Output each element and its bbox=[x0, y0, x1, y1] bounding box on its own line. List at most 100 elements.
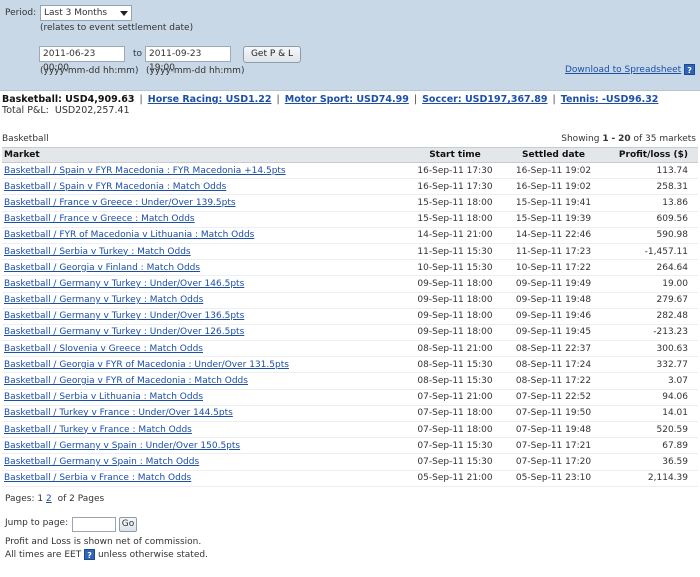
to-date-input[interactable]: 2011-09-23 19:00 bbox=[145, 46, 231, 73]
sport-summary: Basketball: USD4,909.63 | Horse Racing: … bbox=[2, 94, 698, 116]
table-row: Basketball / Germany v Spain : Match Odd… bbox=[2, 453, 698, 471]
market-cell: Basketball / France v Greece : Under/Ove… bbox=[2, 194, 407, 212]
market-cell: Basketball / Germany v Turkey : Match Od… bbox=[2, 292, 407, 309]
sport-totals-line: Basketball: USD4,909.63 | Horse Racing: … bbox=[2, 94, 698, 105]
profit-loss-cell: 3.07 bbox=[604, 372, 698, 390]
horse-racing-link[interactable]: Horse Racing: USD1.22 bbox=[147, 94, 272, 105]
market-cell: Basketball / FYR of Macedonia v Lithuani… bbox=[2, 227, 407, 244]
table-row: Basketball / Georgia v Finland : Match O… bbox=[2, 259, 698, 277]
start-time-cell: 09-Sep-11 18:00 bbox=[407, 324, 503, 342]
table-row: Basketball / FYR of Macedonia v Lithuani… bbox=[2, 227, 698, 244]
pagination: Pages: 1 2 of 2 Pages bbox=[5, 494, 104, 504]
start-time-cell: 07-Sep-11 15:30 bbox=[407, 453, 503, 471]
range-total: of 35 markets bbox=[633, 134, 696, 144]
table-title: Basketball bbox=[2, 134, 49, 144]
profit-loss-cell: 19.00 bbox=[604, 275, 698, 293]
period-label: Period: bbox=[5, 8, 37, 18]
range-start: 1 bbox=[602, 134, 609, 144]
separator: | bbox=[552, 94, 556, 105]
download-spreadsheet-link[interactable]: Download to Spreadsheet bbox=[565, 65, 682, 75]
market-link[interactable]: Basketball / FYR of Macedonia v Lithuani… bbox=[4, 230, 255, 241]
market-link[interactable]: Basketball / Serbia v Lithuania : Match … bbox=[4, 392, 204, 403]
start-time-cell: 09-Sep-11 18:00 bbox=[407, 275, 503, 293]
start-time-cell: 07-Sep-11 21:00 bbox=[407, 389, 503, 406]
market-link[interactable]: Basketball / Germany v Turkey : Under/Ov… bbox=[4, 327, 245, 338]
table-row: Basketball / France v Greece : Under/Ove… bbox=[2, 194, 698, 212]
header-settled-date: Settled date bbox=[503, 147, 604, 163]
chevron-down-icon bbox=[120, 11, 128, 16]
settled-date-cell: 08-Sep-11 17:22 bbox=[503, 372, 604, 390]
market-link[interactable]: Basketball / Georgia v FYR of Macedonia … bbox=[4, 359, 289, 370]
settled-date-cell: 08-Sep-11 17:24 bbox=[503, 356, 604, 374]
market-link[interactable]: Basketball / Germany v Spain : Match Odd… bbox=[4, 456, 200, 467]
start-time-cell: 08-Sep-11 15:30 bbox=[407, 356, 503, 374]
settled-date-cell: 09-Sep-11 19:45 bbox=[503, 324, 604, 342]
help-icon[interactable]: ? bbox=[84, 549, 96, 560]
market-link[interactable]: Basketball / France v Greece : Under/Ove… bbox=[4, 197, 236, 208]
market-cell: Basketball / Georgia v FYR of Macedonia … bbox=[2, 372, 407, 390]
get-pl-button[interactable]: Get P & L bbox=[243, 46, 301, 63]
market-link[interactable]: Basketball / Georgia v FYR of Macedonia … bbox=[4, 376, 248, 387]
market-cell: Basketball / Serbia v Lithuania : Match … bbox=[2, 389, 407, 406]
market-cell: Basketball / Georgia v Finland : Match O… bbox=[2, 259, 407, 277]
market-link[interactable]: Basketball / Spain v FYR Macedonia : FYR… bbox=[4, 165, 286, 176]
market-link[interactable]: Basketball / Serbia v Turkey : Match Odd… bbox=[4, 246, 191, 257]
settled-date-cell: 07-Sep-11 19:48 bbox=[503, 421, 604, 439]
profit-loss-cell: 67.89 bbox=[604, 437, 698, 455]
market-cell: Basketball / Georgia v FYR of Macedonia … bbox=[2, 356, 407, 374]
market-cell: Basketball / France v Greece : Match Odd… bbox=[2, 211, 407, 228]
separator: | bbox=[276, 94, 280, 105]
market-link[interactable]: Basketball / Slovenia v Greece : Match O… bbox=[4, 343, 203, 354]
table-row: Basketball / Germany v Turkey : Match Od… bbox=[2, 292, 698, 309]
profit-loss-cell: 282.48 bbox=[604, 308, 698, 325]
profit-loss-cell: 94.06 bbox=[604, 389, 698, 406]
table-row: Basketball / Germany v Spain : Under/Ove… bbox=[2, 437, 698, 455]
profit-loss-cell: -1,457.11 bbox=[604, 243, 698, 261]
showing-count: Showing 1 - 20 of 35 markets bbox=[561, 134, 696, 144]
tennis-link[interactable]: Tennis: -USD96.32 bbox=[560, 94, 659, 105]
market-link[interactable]: Basketball / Germany v Turkey : Match Od… bbox=[4, 295, 204, 306]
profit-loss-cell: 332.77 bbox=[604, 356, 698, 374]
go-button[interactable]: Go bbox=[119, 517, 137, 532]
start-time-cell: 07-Sep-11 18:00 bbox=[407, 421, 503, 439]
from-date-input[interactable]: 2011-06-23 00:00 bbox=[39, 46, 125, 73]
page-2-link[interactable]: 2 bbox=[46, 494, 52, 504]
market-cell: Basketball / Germany v Turkey : Under/Ov… bbox=[2, 308, 407, 325]
market-link[interactable]: Basketball / France v Greece : Match Odd… bbox=[4, 214, 195, 225]
market-link[interactable]: Basketball / Spain v FYR Macedonia : Mat… bbox=[4, 181, 227, 192]
profit-loss-cell: 520.59 bbox=[604, 421, 698, 439]
soccer-link[interactable]: Soccer: USD197,367.89 bbox=[422, 94, 548, 105]
market-link[interactable]: Basketball / Georgia v Finland : Match O… bbox=[4, 262, 201, 273]
market-link[interactable]: Basketball / Germany v Turkey : Under/Ov… bbox=[4, 311, 245, 322]
start-time-cell: 09-Sep-11 18:00 bbox=[407, 292, 503, 309]
table-row: Basketball / Spain v FYR Macedonia : Mat… bbox=[2, 178, 698, 196]
separator: | bbox=[139, 94, 143, 105]
jump-page-input[interactable] bbox=[72, 517, 116, 532]
range-dash: - bbox=[611, 134, 616, 144]
market-link[interactable]: Basketball / Germany v Spain : Under/Ove… bbox=[4, 440, 241, 451]
motor-sport-link[interactable]: Motor Sport: USD74.99 bbox=[284, 94, 409, 105]
period-select[interactable]: Last 3 Months bbox=[40, 5, 132, 21]
market-cell: Basketball / Serbia v France : Match Odd… bbox=[2, 470, 407, 487]
header-start-time: Start time bbox=[407, 147, 503, 163]
market-link[interactable]: Basketball / Serbia v France : Match Odd… bbox=[4, 473, 192, 484]
basketball-total: Basketball: USD4,909.63 bbox=[2, 94, 135, 105]
to-label: to bbox=[133, 49, 143, 59]
profit-loss-cell: -213.23 bbox=[604, 324, 698, 342]
market-link[interactable]: Basketball / Turkey v France : Match Odd… bbox=[4, 424, 192, 435]
settled-date-cell: 10-Sep-11 17:22 bbox=[503, 259, 604, 277]
profit-loss-cell: 13.86 bbox=[604, 194, 698, 212]
start-time-cell: 07-Sep-11 18:00 bbox=[407, 405, 503, 423]
period-note: (relates to event settlement date) bbox=[40, 23, 194, 33]
help-icon[interactable]: ? bbox=[684, 64, 696, 75]
market-link[interactable]: Basketball / Germany v Turkey : Under/Ov… bbox=[4, 278, 245, 289]
range-end: 20 bbox=[618, 134, 631, 144]
start-time-cell: 11-Sep-11 15:30 bbox=[407, 243, 503, 261]
market-link[interactable]: Basketball / Turkey v France : Under/Ove… bbox=[4, 408, 233, 419]
settled-date-cell: 15-Sep-11 19:41 bbox=[503, 194, 604, 212]
market-cell: Basketball / Turkey v France : Match Odd… bbox=[2, 421, 407, 439]
showing-prefix: Showing bbox=[561, 134, 600, 144]
start-time-cell: 05-Sep-11 21:00 bbox=[407, 470, 503, 487]
settled-date-cell: 16-Sep-11 19:02 bbox=[503, 162, 604, 180]
total-pl: Total P&L: USD202,257.41 bbox=[2, 105, 130, 116]
